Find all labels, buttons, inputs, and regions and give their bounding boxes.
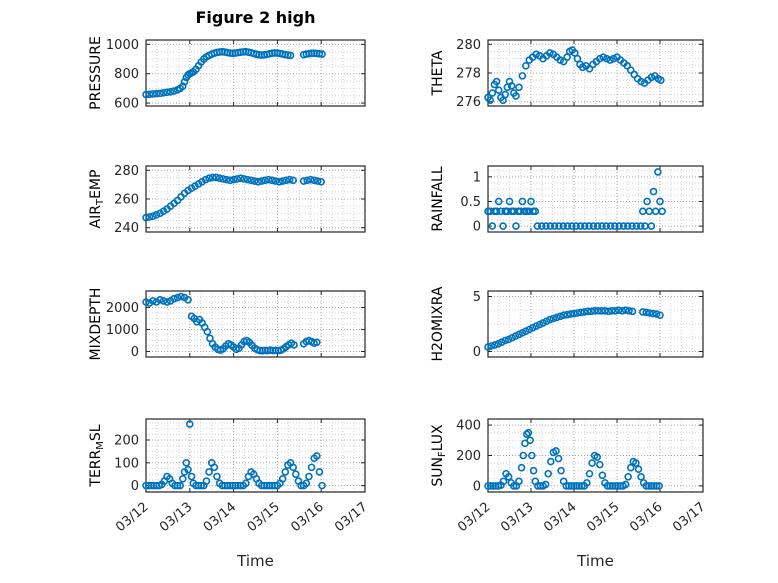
- y-tick-label: 2000: [106, 301, 139, 316]
- axes-box: [145, 290, 366, 358]
- y-tick-label: 1000: [106, 38, 139, 53]
- y-tick-label: 400: [456, 419, 481, 434]
- data-points: [484, 428, 663, 490]
- data-points: [142, 292, 321, 355]
- subplot-theta: 276 278 280 THETA: [430, 38, 704, 110]
- y-tick-label: 240: [114, 221, 139, 236]
- y-axis-label-air-temp: AIRTEMP: [88, 170, 106, 229]
- y-tick-label: 276: [456, 95, 481, 110]
- x-tick-label: 03/17: [332, 500, 370, 536]
- y-tick-label: 800: [114, 67, 139, 82]
- data-points: [484, 46, 665, 105]
- x-axis-label: Time: [236, 552, 274, 570]
- y-tick-label: 100: [114, 456, 139, 471]
- data-points: [142, 47, 326, 99]
- y-axis-label-terr-msl: TERRMSL: [88, 424, 106, 487]
- x-tick-label: 03/16: [288, 500, 326, 536]
- x-tick-label: 03/16: [627, 500, 665, 536]
- figure-title: Figure 2 high: [195, 8, 316, 27]
- y-tick-label: 0.5: [460, 195, 481, 210]
- y-tick-label: 0: [473, 345, 481, 360]
- x-tick-label: 03/17: [670, 500, 708, 536]
- y-tick-label: 200: [456, 449, 481, 464]
- y-axis-label-theta: THETA: [430, 50, 446, 96]
- y-tick-label: 5: [473, 290, 481, 305]
- x-tick-label: 03/15: [584, 500, 622, 536]
- y-tick-label: 260: [114, 193, 139, 208]
- data-points: [142, 173, 326, 222]
- y-axis-label-mixdepth: MIXDEPTH: [88, 288, 104, 361]
- x-tick-label: 03/15: [245, 500, 283, 536]
- y-tick-label: 280: [456, 38, 481, 53]
- subplot-rainfall: 0 0.5 1 RAINFALL: [430, 165, 704, 235]
- y-tick-label: 1: [473, 170, 481, 185]
- y-tick-label: 280: [114, 164, 139, 179]
- subplot-terr-msl: 0 100 200 TERRMSL 03/12 03/13 03/14 03/15 03/16 0…: [88, 418, 371, 570]
- y-tick-label: 0: [131, 479, 139, 494]
- axes-box: [145, 418, 366, 493]
- x-tick-label: 03/12: [455, 500, 493, 536]
- y-tick-label: 1000: [106, 323, 139, 338]
- axes-box: [145, 39, 366, 107]
- x-tick-label: 03/13: [157, 500, 195, 536]
- axes-box: [487, 165, 704, 233]
- x-tick-label: 03/13: [498, 500, 536, 536]
- y-tick-label: 0: [473, 479, 481, 494]
- y-tick-label: 600: [114, 97, 139, 112]
- y-tick-label: 0: [473, 220, 481, 235]
- data-points: [484, 168, 666, 230]
- y-tick-label: 200: [114, 433, 139, 448]
- x-tick-label: 03/14: [201, 500, 239, 536]
- subplot-h2omixra: 0 5 H2OMIXRA: [430, 286, 704, 362]
- data-points: [484, 306, 664, 351]
- y-axis-label-h2omixra: H2OMIXRA: [430, 286, 446, 361]
- x-tick-label: 03/12: [113, 500, 151, 536]
- y-axis-label-pressure: PRESSURE: [88, 36, 104, 110]
- subplot-sun-flux: 0 200 400 SUNFLUX 03/12 03/13 03/14 03/15 03/16 0…: [430, 418, 709, 570]
- data-points: [142, 420, 326, 490]
- y-tick-label: 278: [456, 67, 481, 82]
- y-axis-label-rainfall: RAINFALL: [430, 166, 446, 231]
- y-axis-label-sun-flux: SUNFLUX: [430, 424, 448, 487]
- axes-box: [487, 290, 704, 358]
- x-axis-label: Time: [576, 552, 614, 570]
- x-tick-label: 03/14: [541, 500, 579, 536]
- subplot-air-temp: 240 260 280 AIRTEMP: [88, 164, 366, 236]
- y-tick-label: 0: [131, 345, 139, 360]
